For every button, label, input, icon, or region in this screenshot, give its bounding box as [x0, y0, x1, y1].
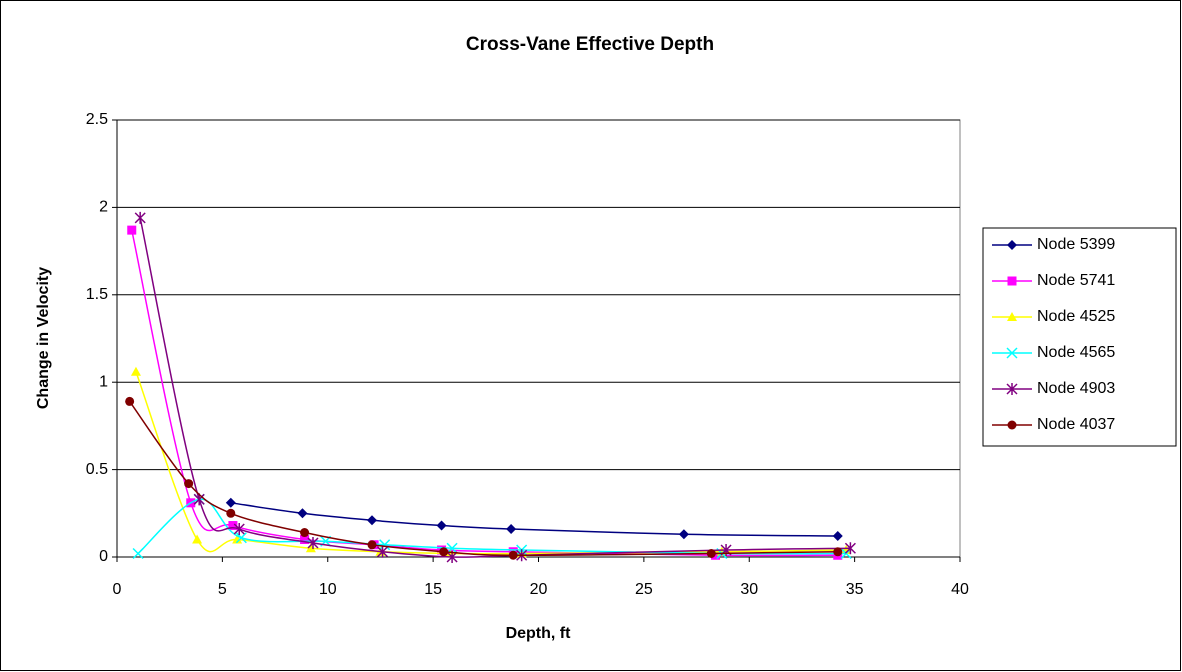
marker — [506, 524, 517, 535]
x-tick-label: 15 — [424, 581, 442, 598]
legend-box — [982, 227, 1177, 447]
x-tick-label: 20 — [530, 581, 548, 598]
marker — [367, 540, 377, 550]
marker — [439, 547, 449, 557]
marker — [379, 539, 391, 551]
marker — [232, 534, 243, 544]
marker — [1006, 347, 1018, 359]
y-tick-label: 0 — [99, 548, 108, 565]
legend-label: Node 4037 — [1037, 416, 1115, 433]
marker — [235, 532, 247, 544]
x-tick-label: 10 — [319, 581, 337, 598]
x-tick-label: 40 — [951, 581, 969, 598]
x-tick-label: 0 — [113, 581, 122, 598]
marker — [225, 497, 236, 508]
x-axis-label: Depth, ft — [506, 625, 572, 642]
marker — [125, 396, 135, 406]
marker — [130, 366, 141, 376]
marker — [300, 528, 310, 538]
marker — [377, 545, 389, 558]
marker — [226, 508, 236, 518]
marker — [508, 550, 518, 560]
x-tick-label: 35 — [846, 581, 864, 598]
legend-label: Node 4525 — [1037, 308, 1115, 325]
marker — [1007, 312, 1017, 321]
y-tick-label: 2.5 — [86, 111, 108, 128]
marker — [1007, 276, 1017, 286]
marker — [134, 211, 146, 224]
y-tick-label: 1.5 — [86, 286, 108, 303]
marker — [833, 547, 843, 557]
y-axis-label: Change in Velocity — [35, 267, 52, 409]
marker — [706, 549, 716, 559]
marker — [1006, 383, 1018, 395]
marker — [300, 535, 310, 545]
y-tick-label: 1 — [99, 373, 108, 390]
marker — [832, 531, 843, 542]
legend-label: Node 4565 — [1037, 344, 1115, 361]
marker — [1007, 240, 1017, 250]
marker — [711, 550, 721, 560]
marker — [297, 508, 308, 519]
marker — [844, 542, 856, 555]
x-tick-label: 5 — [218, 581, 227, 598]
x-tick-label: 25 — [635, 581, 653, 598]
legend-label: Node 5741 — [1037, 272, 1115, 289]
marker — [305, 543, 316, 553]
legend-label: Node 4903 — [1037, 380, 1115, 397]
legend-label: Node 5399 — [1037, 236, 1115, 253]
plot-area — [116, 119, 961, 558]
marker — [192, 534, 203, 544]
chart-title: Cross-Vane Effective Depth — [466, 34, 714, 55]
marker — [678, 529, 689, 540]
marker — [184, 479, 194, 489]
marker — [367, 515, 378, 526]
y-tick-label: 0.5 — [86, 461, 108, 478]
marker — [1007, 420, 1017, 430]
series-line — [129, 400, 838, 557]
marker — [127, 225, 137, 235]
y-tick-label: 2 — [99, 199, 108, 216]
marker — [228, 521, 238, 531]
marker — [307, 537, 319, 550]
marker — [436, 520, 447, 531]
x-tick-label: 30 — [740, 581, 758, 598]
marker — [132, 547, 144, 560]
marker — [233, 523, 245, 536]
